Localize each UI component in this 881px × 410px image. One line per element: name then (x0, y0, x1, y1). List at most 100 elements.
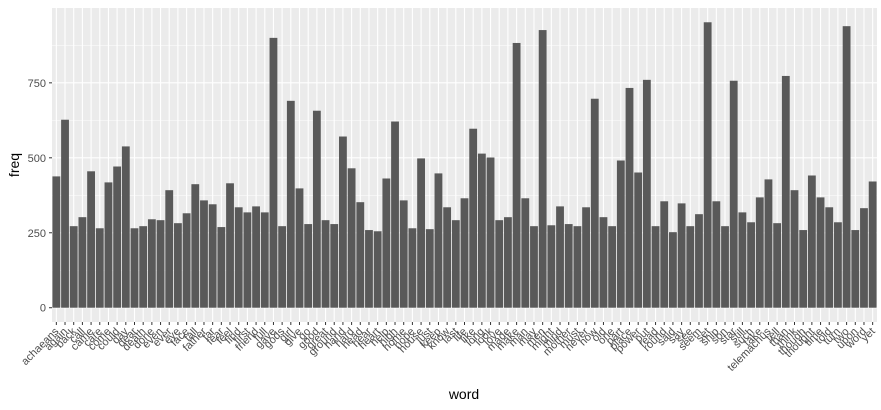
bar (382, 178, 391, 308)
bar (304, 224, 313, 308)
bar (451, 220, 460, 308)
bar (356, 202, 365, 308)
bar (200, 200, 208, 308)
bar (399, 200, 408, 308)
bar (347, 168, 356, 308)
bar (174, 223, 182, 308)
bar (130, 228, 139, 308)
bar (286, 100, 295, 308)
bar (790, 190, 799, 308)
bar (147, 219, 156, 308)
bar (521, 198, 530, 308)
bar (165, 190, 174, 308)
bar (78, 217, 87, 308)
bar (799, 230, 808, 308)
bar (573, 226, 582, 308)
bar (495, 220, 504, 308)
bar (260, 212, 269, 308)
bar (191, 184, 200, 308)
bar (660, 201, 669, 308)
bar (460, 198, 469, 308)
bar (87, 171, 95, 308)
bar (156, 220, 165, 308)
bar (252, 206, 260, 308)
y-tick-label: 250 (28, 228, 46, 240)
bar (243, 212, 252, 308)
bar (469, 128, 478, 308)
bar (312, 110, 321, 308)
bar (226, 183, 234, 308)
bar (651, 226, 660, 308)
bar (339, 136, 347, 308)
bar (425, 229, 434, 308)
bar (538, 30, 547, 308)
bar (669, 232, 677, 308)
bar (182, 213, 191, 308)
bar (729, 80, 738, 308)
bar (616, 160, 625, 308)
bar (764, 179, 773, 308)
bar (69, 226, 78, 308)
bar (121, 146, 130, 308)
bar (642, 79, 651, 308)
y-tick-label: 500 (28, 153, 46, 165)
bar (365, 230, 373, 308)
bar (208, 204, 217, 308)
bar (738, 212, 747, 308)
bar (104, 182, 113, 308)
x-axis-title: word (448, 386, 479, 402)
bar (860, 208, 868, 308)
bar (486, 157, 495, 308)
bar (234, 207, 243, 308)
bar (608, 226, 617, 308)
bar (512, 42, 521, 308)
bar (564, 224, 573, 308)
bar (781, 75, 790, 308)
bar (677, 203, 686, 308)
bar (269, 37, 278, 308)
y-axis-title: freq (6, 153, 22, 177)
bar (61, 119, 69, 308)
bar (95, 228, 104, 308)
bar (547, 225, 556, 308)
bar (686, 226, 695, 308)
bar (868, 181, 877, 308)
bar (816, 197, 825, 308)
bar (217, 227, 226, 308)
bar (330, 224, 339, 308)
bar (599, 217, 608, 308)
bar (834, 222, 842, 308)
bar (477, 153, 486, 308)
bar (278, 226, 287, 308)
bar (139, 226, 148, 308)
bar (434, 173, 443, 308)
bar (747, 222, 755, 308)
bar (590, 98, 599, 308)
bar (807, 175, 816, 308)
bar (443, 207, 452, 308)
bar (634, 172, 643, 308)
bar (582, 207, 590, 308)
bar (113, 166, 122, 308)
bar (504, 217, 512, 308)
bar (842, 26, 851, 308)
bar (695, 214, 703, 308)
bar (825, 207, 834, 308)
bar (625, 87, 634, 308)
y-tick-label: 0 (40, 303, 46, 315)
bar (530, 226, 538, 308)
bar (851, 230, 860, 308)
bar (755, 197, 764, 308)
bar (408, 228, 417, 308)
y-tick-label: 750 (28, 78, 46, 90)
bar (391, 121, 399, 308)
bar (712, 201, 721, 308)
bar (321, 220, 330, 308)
bar (52, 176, 61, 308)
bar (373, 231, 382, 308)
bar (721, 226, 729, 308)
bar (703, 22, 712, 308)
bar (417, 158, 425, 308)
bar (295, 188, 304, 308)
